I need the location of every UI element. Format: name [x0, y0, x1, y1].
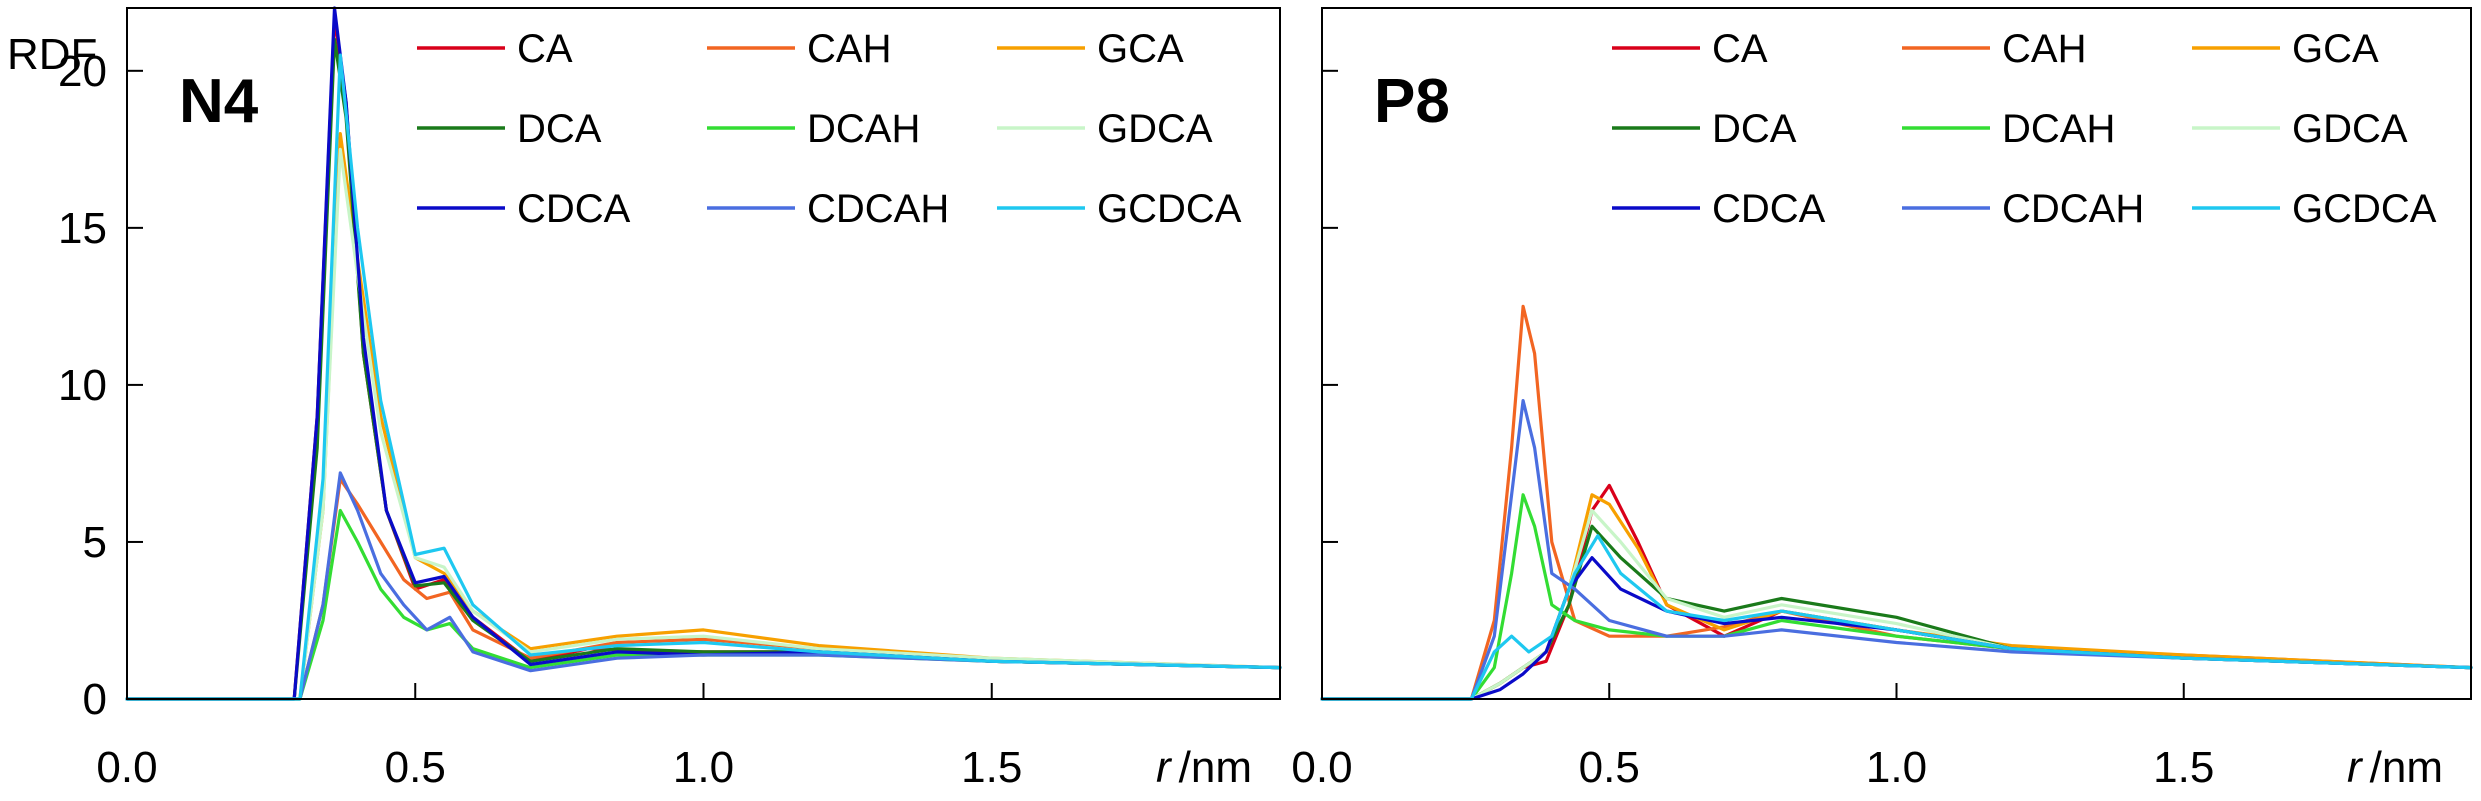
chart-panel-n4: 0 5 10 15 20 0.0 0.5 1.0 1.5 r/nm N4 CA CAH GCA DCA DCA…	[58, 6, 1282, 792]
legend-label-gdca: GDCA	[2292, 107, 2408, 151]
legend-label-cdca: CDCA	[517, 187, 631, 231]
x-tick-label: 0.5	[1579, 743, 1640, 792]
legend-label-ca: CA	[517, 27, 573, 71]
chart-panel-p8: 0.0 0.5 1.0 1.5 r/nm P8 CA CAH GCA DCA DCAH GDCA CDC…	[1291, 7, 2473, 792]
legend-label-cah: CAH	[2002, 27, 2086, 71]
series-line-gcdca	[1320, 534, 2473, 701]
legend-label-gdca: GDCA	[1097, 107, 1213, 151]
legend-label-gca: GCA	[2292, 27, 2379, 71]
panel-title: P8	[1374, 67, 1450, 136]
x-axis-label: r/nm	[1156, 743, 1252, 792]
series-line-cah	[125, 477, 1282, 701]
x-tick-label: 1.0	[673, 743, 734, 792]
x-tick-label: 0.5	[385, 743, 446, 792]
legend-label-dca: DCA	[1712, 107, 1797, 151]
legend-label-gca: GCA	[1097, 27, 1184, 71]
legend-label-cah: CAH	[807, 27, 891, 71]
x-tick-label: 0.0	[1291, 743, 1352, 792]
x-tick-label: 1.5	[2153, 743, 2214, 792]
y-axis-label: RDF	[7, 30, 97, 79]
x-axis-label: r/nm	[2347, 743, 2443, 792]
y-tick-label: 15	[58, 204, 107, 253]
series-line-gdca	[125, 147, 1282, 701]
legend-label-dcah: DCAH	[807, 107, 920, 151]
series-line-gdca	[1320, 508, 2473, 701]
series-line-gcdca	[125, 53, 1282, 701]
x-tick-label: 0.0	[96, 743, 157, 792]
legend-label-cdcah: CDCAH	[2002, 187, 2144, 231]
legend-label-cdcah: CDCAH	[807, 187, 949, 231]
panel-title: N4	[179, 67, 259, 136]
y-tick-label: 20	[58, 47, 107, 96]
legend: CA CAH GCA DCA DCAH GDCA CDCA CDCAH GCDCA	[417, 27, 1242, 231]
legend-label-dcah: DCAH	[2002, 107, 2115, 151]
legend-label-ca: CA	[1712, 27, 1768, 71]
legend: CA CAH GCA DCA DCAH GDCA CDCA CDCAH GCDCA	[1612, 27, 2437, 231]
series-line-cdcah	[1320, 399, 2473, 701]
legend-label-dca: DCA	[517, 107, 602, 151]
y-tick-label: 5	[83, 518, 107, 567]
series-line-cdcah	[125, 471, 1282, 701]
series-line-dcah	[125, 508, 1282, 701]
x-tick-label: 1.5	[961, 743, 1022, 792]
y-tick-label: 0	[83, 675, 107, 724]
legend-label-gcdca: GCDCA	[1097, 187, 1242, 231]
legend-label-cdca: CDCA	[1712, 187, 1826, 231]
legend-label-gcdca: GCDCA	[2292, 187, 2437, 231]
series-line-dcah	[1320, 493, 2473, 701]
x-tick-label: 1.0	[1866, 743, 1927, 792]
y-tick-label: 10	[58, 361, 107, 410]
